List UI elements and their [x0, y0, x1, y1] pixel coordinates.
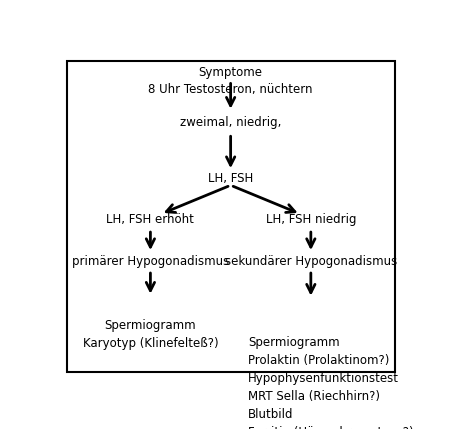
Text: Spermiogramm
Karyotyp (Klinefelteß?): Spermiogramm Karyotyp (Klinefelteß?)	[83, 319, 218, 350]
Text: zweimal, niedrig,: zweimal, niedrig,	[180, 116, 281, 129]
Text: LH, FSH erhöht: LH, FSH erhöht	[107, 214, 194, 227]
Text: LH, FSH: LH, FSH	[208, 172, 253, 185]
Text: sekundärer Hypogonadismus: sekundärer Hypogonadismus	[225, 255, 397, 268]
Text: primärer Hypogonadismus: primärer Hypogonadismus	[72, 255, 229, 268]
Text: Symptome
8 Uhr Testosteron, nüchtern: Symptome 8 Uhr Testosteron, nüchtern	[148, 66, 313, 97]
Text: LH, FSH niedrig: LH, FSH niedrig	[266, 214, 356, 227]
Text: Spermiogramm
Prolaktin (Prolaktinom?)
Hypophysenfunktionstest
MRT Sella (Riechhi: Spermiogramm Prolaktin (Prolaktinom?) Hy…	[248, 335, 414, 429]
